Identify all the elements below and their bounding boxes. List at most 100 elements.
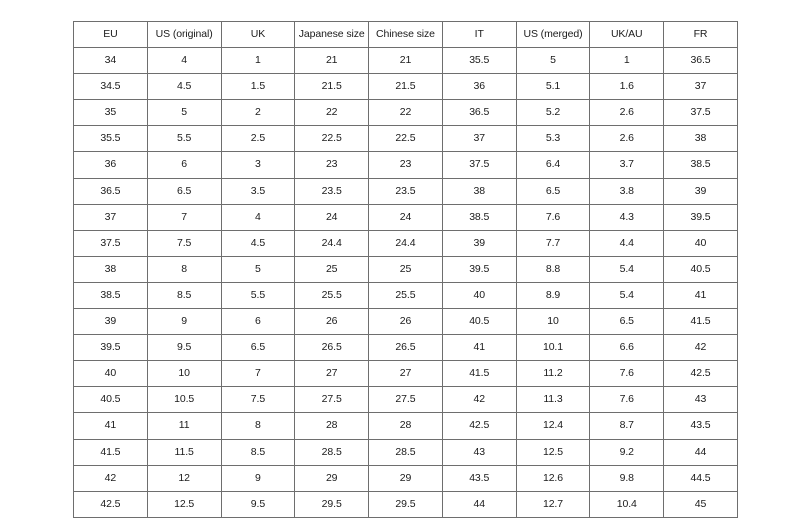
cell-us-original: 9.5	[146, 334, 222, 362]
cell-uk: 1.5	[220, 73, 296, 101]
cell-uk: 5.5	[220, 281, 296, 310]
cell-us-original: 8.5	[146, 281, 222, 310]
cell-fr: 43	[663, 386, 738, 414]
cell-us-merged: 5.1	[515, 73, 591, 101]
cell-us-original: 12	[146, 464, 222, 492]
cell-eu: 40	[73, 360, 148, 388]
cell-eu: 36.5	[73, 177, 148, 205]
table-row: 37.5 7.5 4.5 24.4 24.4 39 7.7 4.4 40	[73, 229, 738, 257]
cell-us-original: 4.5	[146, 73, 222, 101]
cell-chinese-size: 24.4	[368, 229, 443, 257]
cell-it: 38	[441, 177, 517, 205]
cell-fr: 40	[663, 229, 738, 257]
cell-us-merged: 6.5	[515, 177, 591, 205]
cell-chinese-size: 29.5	[368, 490, 443, 518]
table-row: 39 9 6 26 26 40.5 10 6.5 41.5	[73, 308, 738, 336]
cell-uk: 7	[220, 360, 296, 388]
cell-uk: 7.5	[220, 386, 296, 414]
cell-japanese-size: 22	[294, 99, 370, 127]
cell-us-original: 8	[146, 255, 222, 283]
cell-fr: 41	[663, 281, 738, 310]
cell-japanese-size: 26	[294, 308, 370, 336]
cell-uk-au: 4.3	[589, 203, 665, 231]
cell-us-original: 6.5	[146, 177, 222, 205]
cell-uk: 5	[220, 255, 296, 283]
header-row: EU US (original) UK Japanese size Chinese si…	[73, 20, 738, 49]
cell-eu: 42.5	[73, 490, 148, 518]
table-row: 41.5 11.5 8.5 28.5 28.5 43 12.5 9.2 44	[73, 438, 738, 466]
cell-it: 38.5	[441, 203, 517, 231]
cell-fr: 38.5	[663, 151, 738, 179]
cell-chinese-size: 24	[368, 203, 443, 231]
cell-us-merged: 11.3	[515, 386, 591, 414]
cell-uk-au: 5.4	[589, 255, 665, 283]
cell-us-original: 4	[146, 47, 222, 75]
cell-us-original: 10	[146, 360, 222, 388]
cell-it: 41.5	[441, 360, 517, 388]
cell-chinese-size: 23.5	[368, 177, 443, 205]
column-header-eu: EU	[73, 20, 148, 49]
cell-uk: 4.5	[220, 229, 296, 257]
cell-us-original: 10.5	[146, 386, 222, 414]
cell-uk: 2.5	[220, 125, 296, 153]
cell-japanese-size: 28.5	[294, 438, 370, 466]
cell-japanese-size: 28	[294, 412, 370, 440]
cell-fr: 40.5	[663, 255, 738, 283]
cell-it: 36.5	[441, 99, 517, 127]
cell-chinese-size: 21	[368, 47, 443, 75]
cell-us-merged: 7.6	[515, 203, 591, 231]
cell-uk-au: 6.5	[589, 308, 665, 336]
cell-us-merged: 10	[515, 308, 591, 336]
cell-it: 42.5	[441, 412, 517, 440]
cell-uk: 6	[220, 308, 296, 336]
cell-us-original: 12.5	[146, 490, 222, 518]
cell-fr: 39	[663, 177, 738, 205]
cell-us-merged: 12.7	[515, 490, 591, 518]
cell-it: 44	[441, 490, 517, 518]
column-header-uk: UK	[220, 20, 296, 49]
table-row: 35.5 5.5 2.5 22.5 22.5 37 5.3 2.6 38	[73, 125, 738, 153]
cell-us-merged: 11.2	[515, 360, 591, 388]
table-row: 34 4 1 21 21 35.5 5 1 36.5	[73, 47, 738, 75]
column-header-us-merged: US (merged)	[515, 20, 591, 49]
cell-japanese-size: 29	[294, 464, 370, 492]
cell-chinese-size: 28	[368, 412, 443, 440]
cell-eu: 40.5	[73, 386, 148, 414]
table-row: 42.5 12.5 9.5 29.5 29.5 44 12.7 10.4 45	[73, 490, 738, 518]
column-header-japanese-size: Japanese size	[294, 20, 370, 49]
cell-uk: 3	[220, 151, 296, 179]
cell-uk: 2	[220, 99, 296, 127]
cell-japanese-size: 21	[294, 47, 370, 75]
cell-fr: 42	[663, 334, 738, 362]
cell-us-original: 7	[146, 203, 222, 231]
cell-uk-au: 7.6	[589, 360, 665, 388]
cell-uk: 8	[220, 412, 296, 440]
cell-us-merged: 8.9	[515, 281, 591, 310]
cell-fr: 37	[663, 73, 738, 101]
cell-us-merged: 5.3	[515, 125, 591, 153]
cell-uk-au: 1	[589, 47, 665, 75]
cell-us-merged: 12.5	[515, 438, 591, 466]
cell-fr: 43.5	[663, 412, 738, 440]
cell-eu: 38	[73, 255, 148, 283]
size-table-container: EU US (original) UK Japanese size Chinese si…	[73, 20, 738, 518]
cell-chinese-size: 23	[368, 151, 443, 179]
cell-uk: 3.5	[220, 177, 296, 205]
cell-fr: 44	[663, 438, 738, 466]
cell-it: 43.5	[441, 464, 517, 492]
cell-japanese-size: 27.5	[294, 386, 370, 414]
cell-uk: 4	[220, 203, 296, 231]
cell-uk-au: 3.7	[589, 151, 665, 179]
table-row: 42 12 9 29 29 43.5 12.6 9.8 44.5	[73, 464, 738, 492]
table-row: 39.5 9.5 6.5 26.5 26.5 41 10.1 6.6 42	[73, 334, 738, 362]
cell-it: 40	[441, 281, 517, 310]
cell-uk-au: 2.6	[589, 125, 665, 153]
cell-us-merged: 12.6	[515, 464, 591, 492]
cell-us-merged: 5.2	[515, 99, 591, 127]
cell-uk-au: 10.4	[589, 490, 665, 518]
cell-us-original: 9	[146, 308, 222, 336]
cell-fr: 41.5	[663, 308, 738, 336]
cell-chinese-size: 27	[368, 360, 443, 388]
cell-it: 39	[441, 229, 517, 257]
cell-us-merged: 5	[515, 47, 591, 75]
